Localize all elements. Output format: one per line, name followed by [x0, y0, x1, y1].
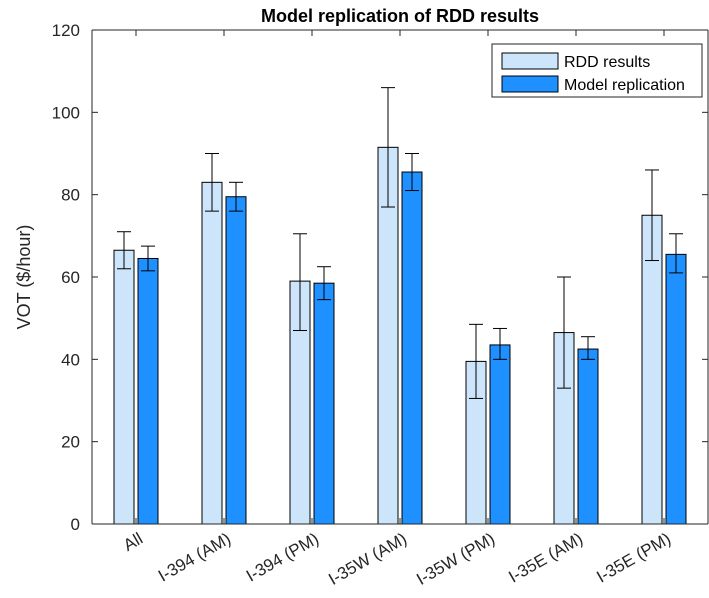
bar-rdd-results [641, 214, 663, 525]
bars-layer [113, 146, 687, 525]
y-ticks: 0 20 40 60 80 100 120 [52, 21, 708, 534]
legend-swatch-rdd-results [501, 52, 559, 70]
legend-label-rdd-results: RDD results [564, 54, 650, 71]
bar-rdd-results [201, 181, 223, 525]
x-tick-label: I-394 (AM) [155, 529, 234, 586]
x-tick-label: I-394 (PM) [243, 529, 322, 586]
bar-model-replication [489, 344, 511, 525]
y-tick-label: 100 [52, 103, 80, 122]
y-tick-label: 0 [71, 515, 80, 534]
x-tick-label: All [120, 529, 146, 555]
bar-model-replication [577, 348, 599, 525]
bar-model-replication [313, 282, 335, 525]
bar-model-replication [137, 257, 159, 525]
bar-model-replication [665, 253, 687, 525]
chart-title: Model replication of RDD results [261, 6, 539, 26]
y-tick-label: 120 [52, 21, 80, 40]
y-axis-label: VOT ($/hour) [14, 225, 34, 330]
legend: RDD results Model replication [491, 43, 703, 98]
x-tick-label: I-35W (AM) [325, 529, 410, 589]
x-tick-label: I-35E (AM) [505, 529, 586, 587]
x-tick-label: I-35W (PM) [413, 529, 498, 589]
x-tick-label: I-35E (PM) [593, 529, 674, 587]
y-tick-label: 20 [61, 433, 80, 452]
y-tick-label: 60 [61, 268, 80, 287]
legend-label-model-replication: Model replication [564, 77, 685, 94]
y-tick-label: 80 [61, 186, 80, 205]
bar-rdd-results [113, 249, 135, 525]
y-tick-label: 40 [61, 350, 80, 369]
bar-model-replication [401, 171, 423, 525]
legend-swatch-model-replication [501, 75, 559, 93]
plot-area [92, 30, 708, 524]
error-bars-layer [117, 87, 683, 399]
bar-model-replication [225, 196, 247, 525]
